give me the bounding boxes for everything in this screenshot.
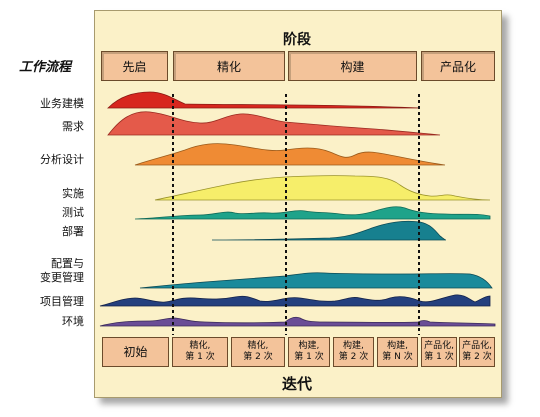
hump-test (134, 206, 491, 220)
workflow-label-requirements: 需求 (62, 120, 84, 133)
workflow-label-analysis-design: 分析设计 (40, 153, 84, 166)
hump-config-change-mgmt (139, 272, 493, 289)
workflow-label-implementation: 实施 (62, 187, 84, 200)
iterations-title: 迭代 (281, 375, 312, 393)
workflow-label-environment: 环境 (62, 315, 84, 328)
hump-business-modeling (107, 91, 421, 109)
workflow-label-config-change-mgmt: 配置与 变更管理 (40, 257, 84, 284)
iteration-construction-2: 构建, 第 2 次 (333, 337, 374, 367)
workflow-label-project-mgmt: 项目管理 (40, 295, 84, 308)
phases-title: 阶段 (283, 32, 311, 48)
iteration-transition-1: 产品化, 第 1 次 (421, 337, 457, 367)
hump-implementation (154, 175, 491, 201)
hump-environment (99, 316, 496, 327)
iteration-elaboration-1: 精化, 第 1 次 (172, 337, 228, 367)
hump-project-mgmt (99, 294, 491, 307)
iteration-initial: 初始 (102, 337, 169, 367)
iteration-construction-n: 构建, 第 N 次 (377, 337, 418, 367)
hump-requirements (107, 111, 441, 136)
phase-elaboration: 精化 (173, 51, 285, 81)
workflow-label-test: 测试 (62, 206, 84, 219)
phase-transition: 产品化 (421, 51, 495, 81)
phase-inception: 先启 (101, 51, 168, 81)
workflows-heading: 工作流程 (19, 60, 72, 75)
hump-deployment (211, 220, 447, 241)
hump-analysis-design (134, 143, 446, 166)
iteration-elaboration-2: 精化, 第 2 次 (231, 337, 285, 367)
workflow-label-deployment: 部署 (62, 225, 84, 238)
iteration-construction-1: 构建, 第 1 次 (288, 337, 330, 367)
phase-construction: 构建 (288, 51, 417, 81)
workflow-label-business-modeling: 业务建模 (40, 97, 84, 110)
iteration-transition-2: 产品化, 第 2 次 (459, 337, 495, 367)
